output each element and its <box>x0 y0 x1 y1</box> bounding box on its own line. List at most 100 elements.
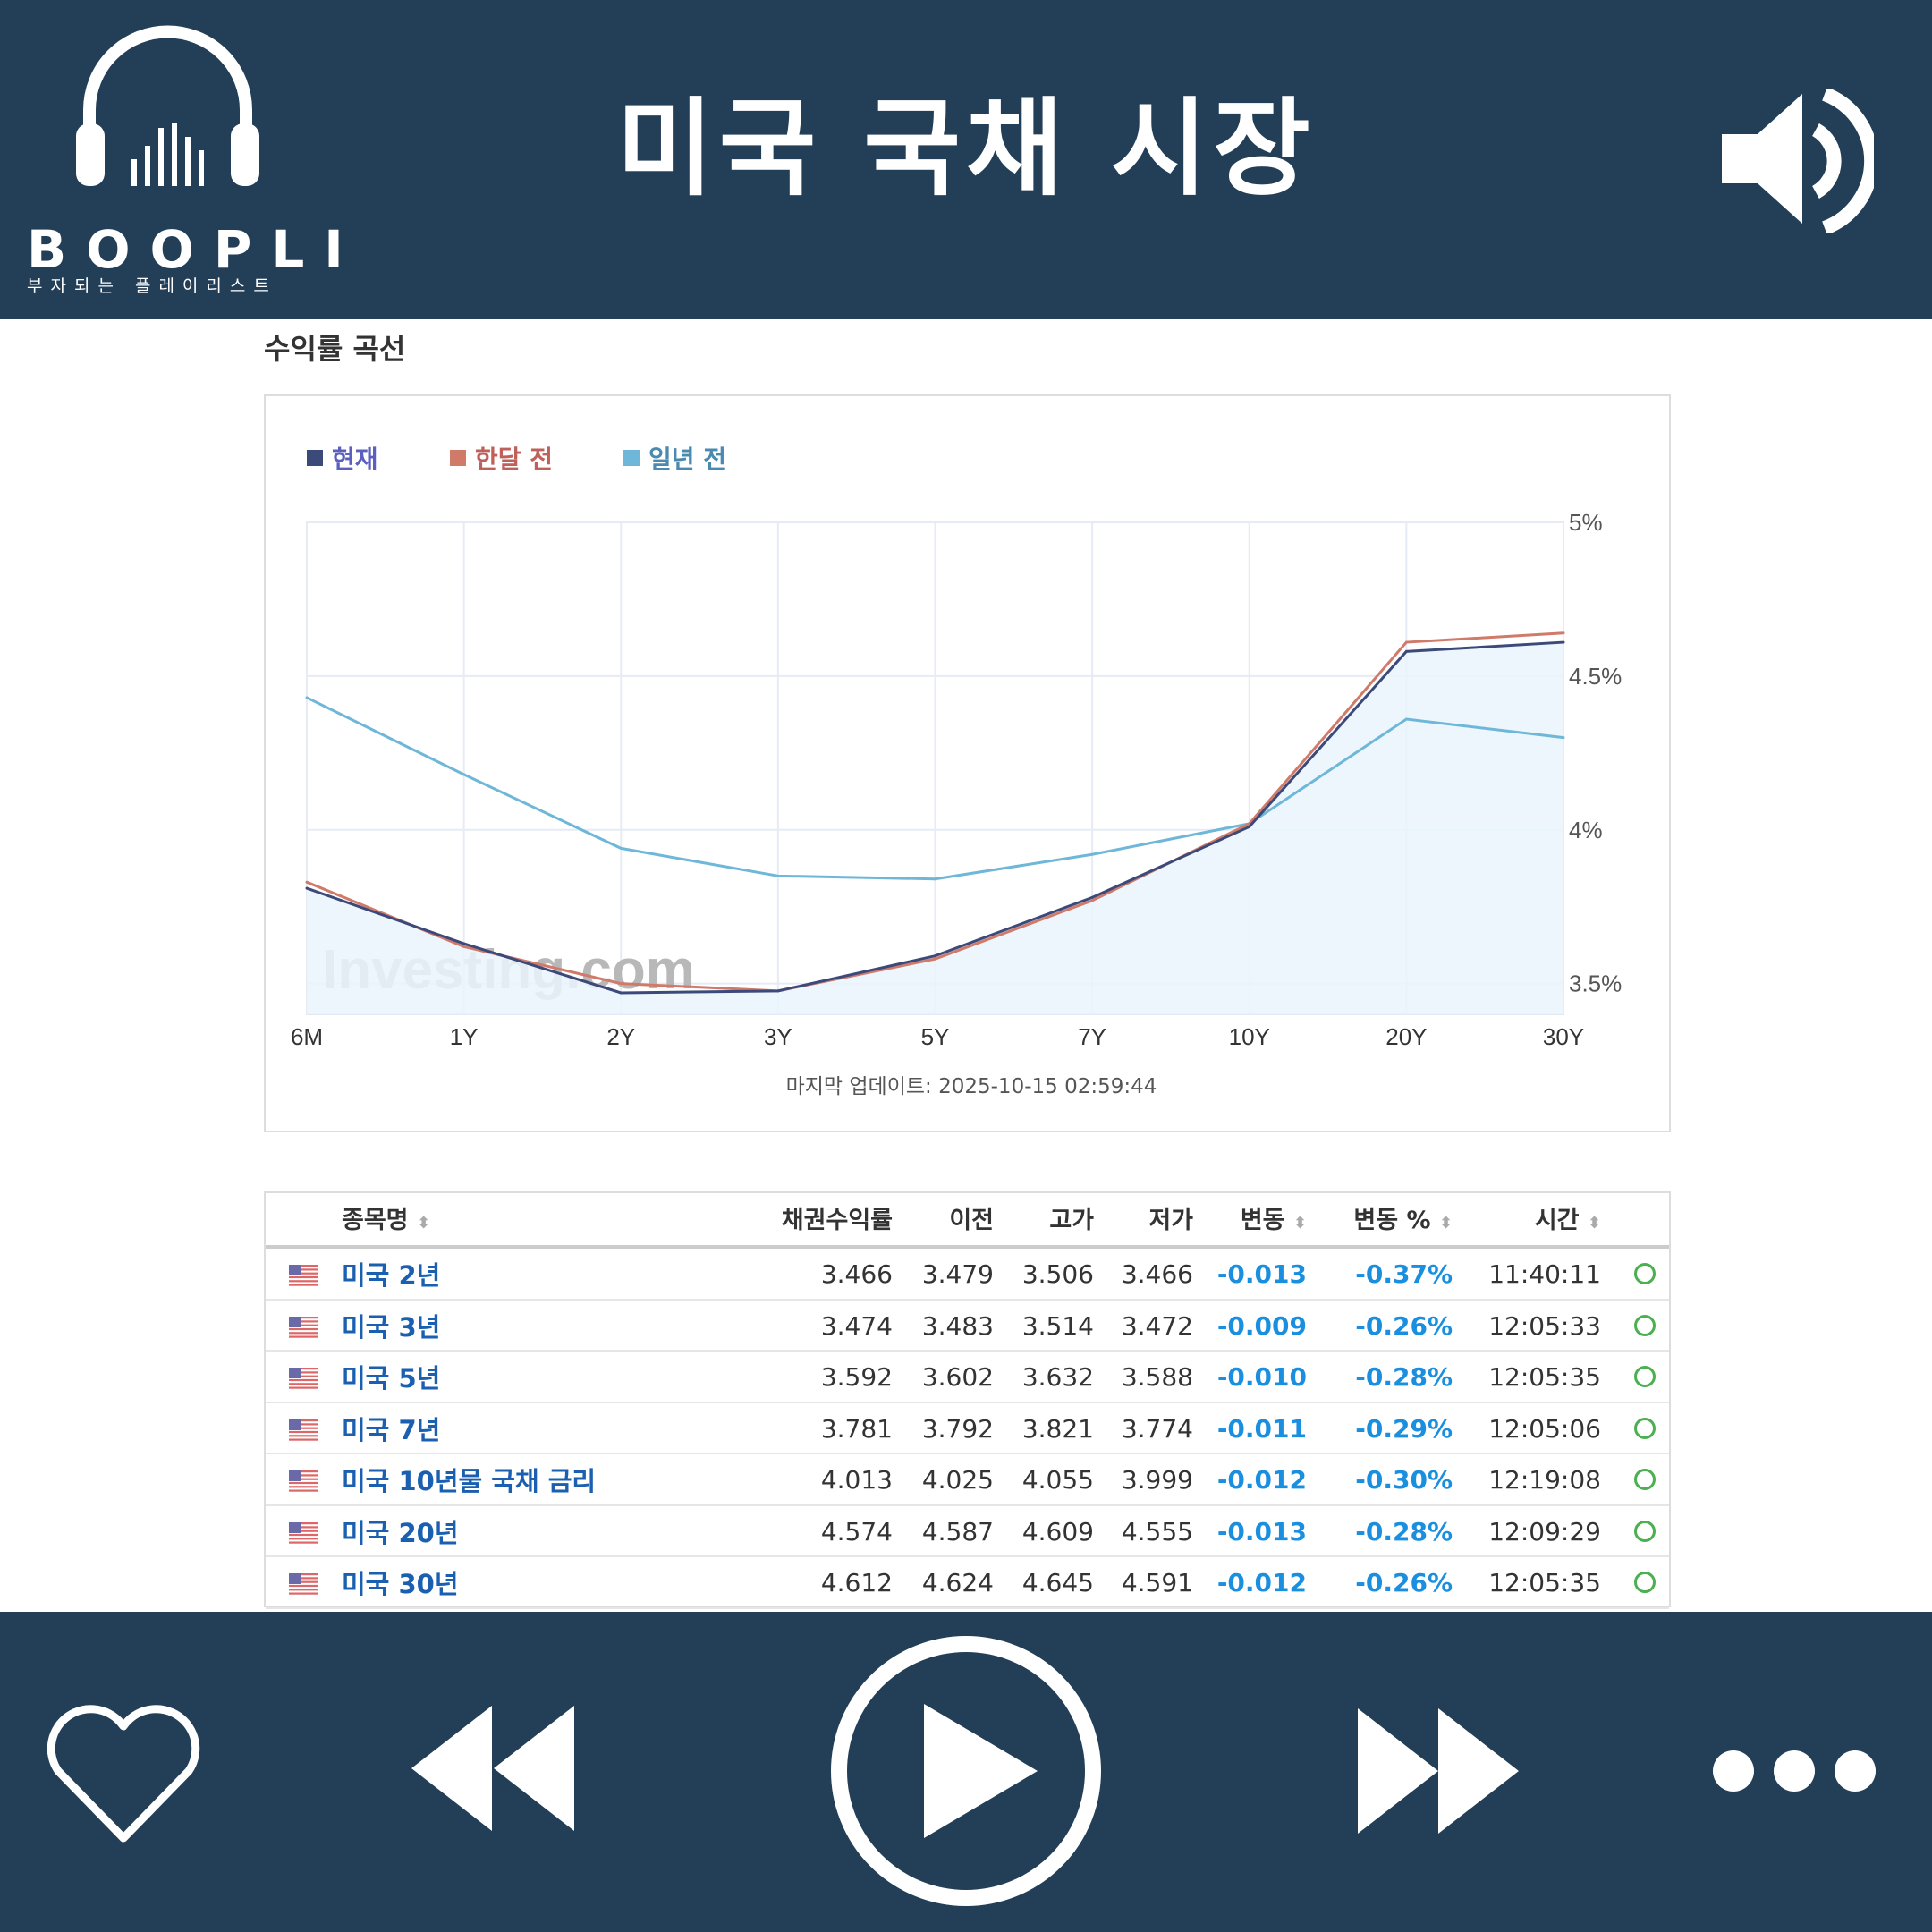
col-yield-header: 채권수익률 <box>781 1207 893 1234</box>
clock-icon <box>1634 1469 1656 1490</box>
data-point <box>1090 895 1094 899</box>
us-flag-icon <box>289 1419 318 1441</box>
legend-item-current[interactable]: 현재 <box>307 440 378 476</box>
data-point <box>1404 717 1408 721</box>
bond-name-link[interactable]: 미국 20년 <box>342 1517 459 1548</box>
cell-low: 4.591 <box>1121 1568 1193 1597</box>
fast-forward-icon[interactable] <box>1358 1707 1523 1836</box>
legend-item-year-ago[interactable]: 일년 전 <box>623 440 726 476</box>
play-button[interactable] <box>827 1632 1105 1910</box>
col-chgpct-header[interactable]: 변동 % ⬍ <box>1353 1207 1453 1234</box>
bond-name-link[interactable]: 미국 3년 <box>342 1311 441 1343</box>
page-title: 미국 국채 시장 <box>616 87 1316 210</box>
cell-prev: 4.025 <box>921 1465 994 1495</box>
cell-chg-pct: -0.28% <box>1355 1516 1453 1546</box>
more-icon[interactable] <box>1708 1749 1878 1793</box>
cell-low: 3.588 <box>1121 1362 1193 1392</box>
last-update: 마지막 업데이트: 2025-10-15 02:59:44 <box>785 1075 1157 1098</box>
cell-chg: -0.013 <box>1216 1516 1307 1546</box>
us-flag-icon <box>289 1521 318 1544</box>
cell-chg: -0.013 <box>1216 1259 1307 1289</box>
cell-chg-pct: -0.29% <box>1355 1413 1453 1444</box>
col-low-header: 저가 <box>1148 1207 1193 1234</box>
cell-low: 3.774 <box>1121 1413 1193 1444</box>
cell-time: 12:09:29 <box>1488 1516 1601 1546</box>
cell-prev: 3.792 <box>921 1413 994 1444</box>
cell-time: 12:05:06 <box>1488 1413 1601 1444</box>
legend-label: 현재 <box>332 445 378 474</box>
col-name-header[interactable]: 종목명 ⬍ <box>342 1207 431 1234</box>
clock-icon <box>1634 1417 1656 1439</box>
cell-yield: 3.592 <box>820 1362 893 1392</box>
bond-name-link[interactable]: 미국 7년 <box>342 1414 441 1445</box>
legend-swatch <box>623 450 640 466</box>
area-fill-current <box>307 642 1563 1014</box>
data-point <box>776 874 780 877</box>
data-point <box>462 942 466 945</box>
cell-high: 3.821 <box>1021 1413 1094 1444</box>
cell-time: 12:19:08 <box>1488 1465 1601 1495</box>
us-flag-icon <box>289 1470 318 1492</box>
cell-chg: -0.011 <box>1216 1413 1307 1444</box>
clock-icon <box>1634 1263 1656 1284</box>
speaker-icon[interactable] <box>1722 89 1874 233</box>
col-time-header[interactable]: 시간 ⬍ <box>1534 1207 1601 1234</box>
table-row[interactable]: 미국 3년 3.474 3.483 3.514 3.472 -0.009 -0.26% 12:… <box>266 1301 1669 1352</box>
data-point <box>934 957 936 961</box>
x-tick-label: 3Y <box>764 1023 792 1050</box>
table-row[interactable]: 미국 30년 4.612 4.624 4.645 4.591 -0.012 -0.26% 12… <box>266 1557 1669 1609</box>
x-tick-label: 7Y <box>1078 1023 1106 1050</box>
table-row[interactable]: 미국 7년 3.781 3.792 3.821 3.774 -0.011 -0.29% 12:… <box>266 1403 1669 1454</box>
data-point <box>1404 640 1408 644</box>
data-point <box>1562 736 1565 740</box>
bond-name-link[interactable]: 미국 30년 <box>342 1569 459 1599</box>
data-point <box>619 991 623 995</box>
data-point <box>619 982 623 986</box>
heart-icon[interactable] <box>45 1704 206 1847</box>
table-header <box>266 1193 1669 1249</box>
bond-name-link[interactable]: 미국 10년물 국채 금리 <box>342 1466 597 1496</box>
data-point <box>619 846 623 850</box>
bond-name-link[interactable]: 미국 2년 <box>342 1260 441 1291</box>
cell-high: 3.514 <box>1021 1310 1094 1341</box>
x-tick-label: 5Y <box>921 1023 950 1050</box>
data-point <box>462 773 466 776</box>
table-row[interactable]: 미국 2년 3.466 3.479 3.506 3.466 -0.013 -0.37% 11:… <box>266 1249 1669 1301</box>
cell-high: 3.632 <box>1021 1362 1094 1392</box>
cell-prev: 4.624 <box>921 1568 994 1597</box>
cell-low: 3.472 <box>1121 1310 1193 1341</box>
table-row[interactable]: 미국 5년 3.592 3.602 3.632 3.588 -0.010 -0.28% 12:… <box>266 1352 1669 1403</box>
legend-swatch <box>307 450 323 466</box>
table-row[interactable]: 미국 20년 4.574 4.587 4.609 4.555 -0.013 -0.28% 12… <box>266 1506 1669 1557</box>
cell-chg-pct: -0.28% <box>1355 1362 1453 1392</box>
data-point <box>1404 649 1408 653</box>
cell-chg: -0.012 <box>1216 1465 1307 1495</box>
cell-yield: 3.474 <box>820 1310 893 1341</box>
data-point <box>462 945 466 948</box>
data-point <box>1090 899 1094 902</box>
legend-swatch <box>450 450 466 466</box>
legend-label: 한달 전 <box>475 445 554 474</box>
cell-chg-pct: -0.30% <box>1355 1465 1453 1495</box>
y-tick-label: 3.5% <box>1569 970 1622 997</box>
cell-chg-pct: -0.37% <box>1355 1259 1453 1289</box>
data-point <box>934 877 936 881</box>
clock-icon <box>1634 1572 1656 1593</box>
legend-item-month-ago[interactable]: 한달 전 <box>450 440 553 476</box>
y-tick-label: 4.5% <box>1569 663 1622 690</box>
cell-yield: 3.781 <box>820 1413 893 1444</box>
y-tick-label: 5% <box>1569 509 1603 536</box>
x-tick-label: 2Y <box>606 1023 635 1050</box>
data-point <box>1090 852 1094 856</box>
table-row[interactable]: 미국 10년물 국채 금리 4.013 4.025 4.055 3.999 -0.012 -… <box>266 1454 1669 1506</box>
col-chg-header[interactable]: 변동 ⬍ <box>1240 1207 1307 1234</box>
cell-prev: 4.587 <box>921 1516 994 1546</box>
bond-name-link[interactable]: 미국 5년 <box>342 1363 441 1394</box>
cell-chg-pct: -0.26% <box>1355 1568 1453 1597</box>
cell-low: 3.466 <box>1121 1259 1193 1289</box>
cell-chg: -0.009 <box>1216 1310 1307 1341</box>
col-prev-header: 이전 <box>949 1207 994 1234</box>
clock-icon <box>1634 1366 1656 1387</box>
brand-subtitle: 부자되는 플레이리스트 <box>27 276 277 296</box>
rewind-icon[interactable] <box>411 1704 577 1834</box>
